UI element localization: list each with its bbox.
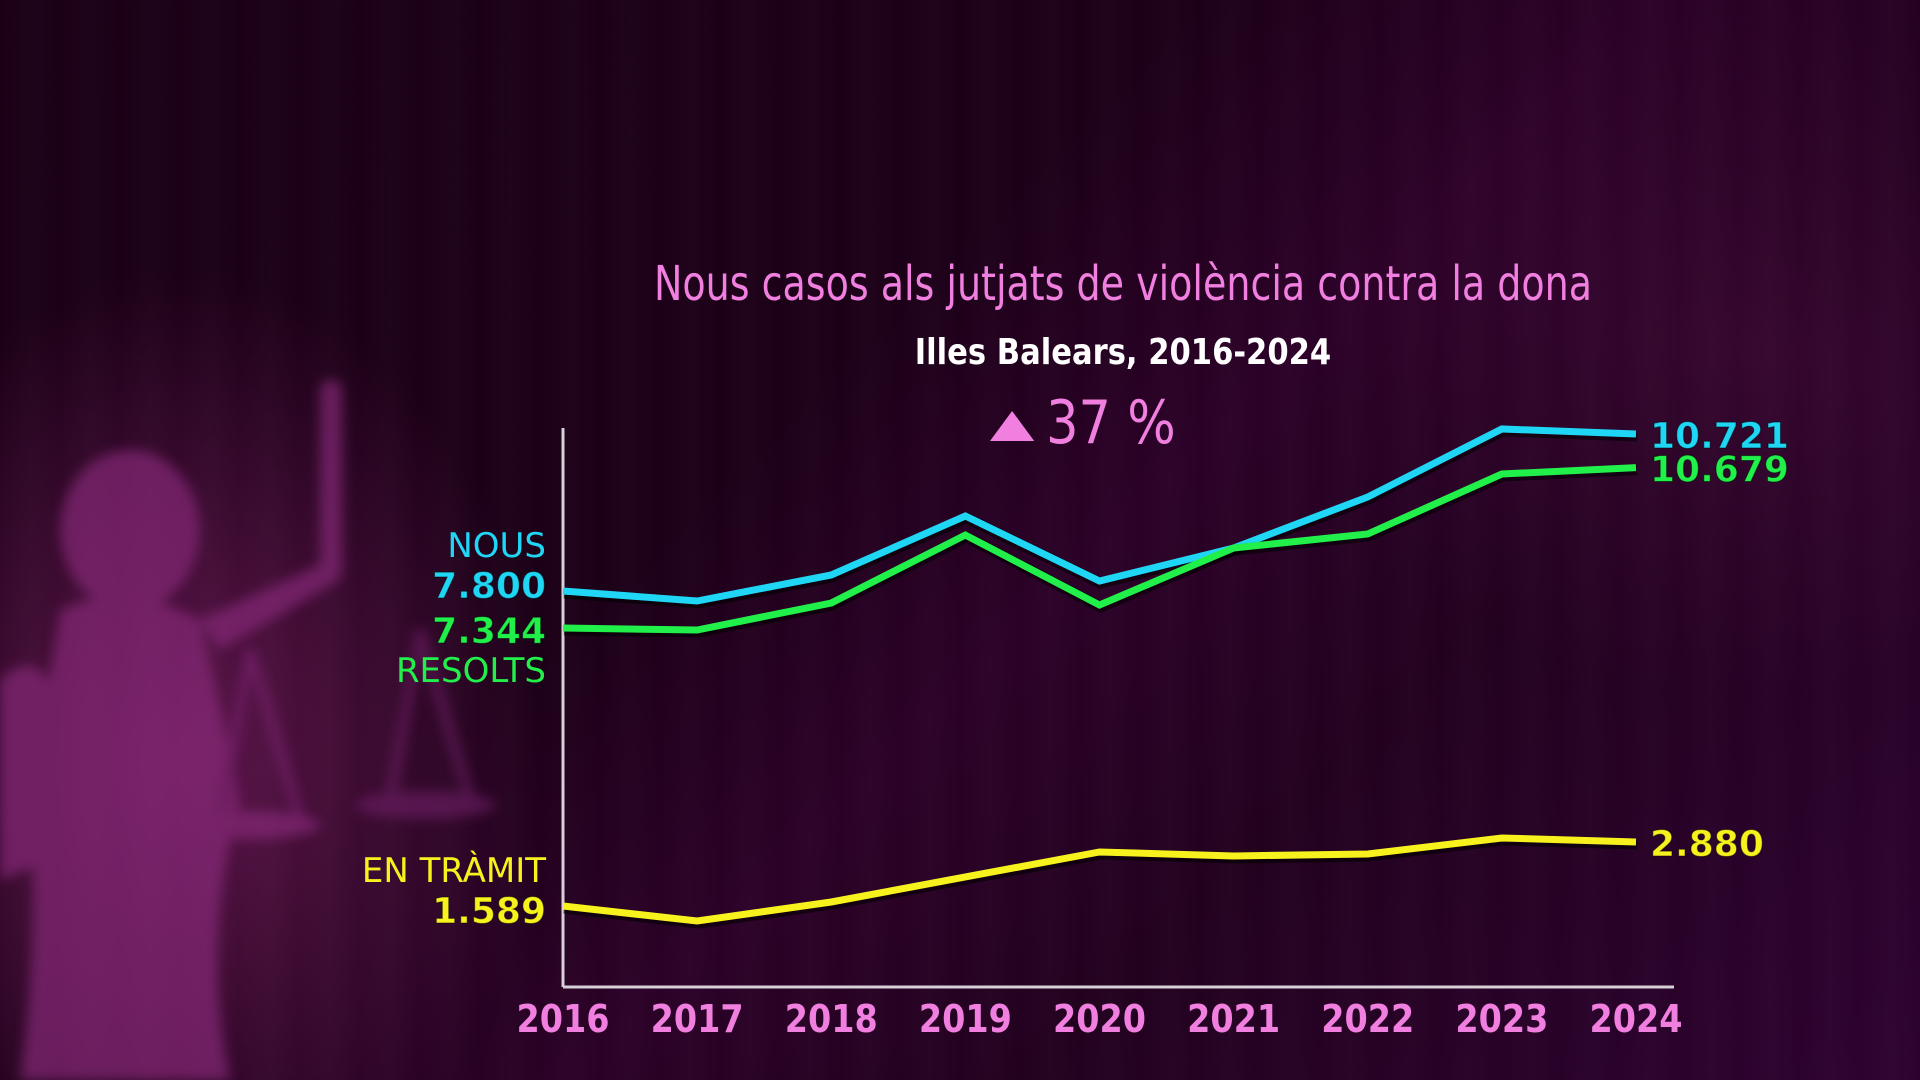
series-line-en-tramit xyxy=(562,834,1637,925)
start-value-label: 7.344 xyxy=(432,611,546,652)
series-en-tramit xyxy=(562,834,1638,929)
chart-title: Nous casos als jutjats de violència cont… xyxy=(653,256,1593,312)
end-value-label: 10.679 xyxy=(1650,450,1789,491)
series-line-nous xyxy=(562,425,1637,605)
x-tick-label: 2019 xyxy=(919,998,1012,1042)
x-tick-label: 2024 xyxy=(1589,998,1682,1042)
end-value-label: 2.880 xyxy=(1650,824,1764,865)
justice-statue-background xyxy=(0,380,495,1080)
chart-subtitle: Illes Balears, 2016-2024 xyxy=(914,332,1332,373)
series-name-label: NOUS xyxy=(447,526,546,566)
triangle-up-icon xyxy=(990,411,1035,441)
start-value-label: 1.589 xyxy=(432,891,546,932)
start-value-label: 7.800 xyxy=(432,566,546,607)
x-tick-label: 2017 xyxy=(651,998,744,1042)
x-tick-label: 2023 xyxy=(1455,998,1548,1042)
series-name-label: EN TRÀMIT xyxy=(362,850,546,891)
x-tick-label: 2022 xyxy=(1321,998,1414,1042)
end-value-label: 10.721 xyxy=(1650,416,1789,457)
series-nous xyxy=(562,425,1638,609)
x-tick-label: 2016 xyxy=(516,998,609,1042)
x-tick-label: 2021 xyxy=(1187,998,1280,1042)
series-name-label: RESOLTS xyxy=(396,651,546,691)
x-tick-label: 2018 xyxy=(785,998,878,1042)
percent-change-annotation: 37 % xyxy=(990,388,1176,458)
percent-change-value: 37 % xyxy=(1046,388,1176,458)
series-resolts xyxy=(562,464,1638,638)
x-tick-label: 2020 xyxy=(1053,998,1146,1042)
